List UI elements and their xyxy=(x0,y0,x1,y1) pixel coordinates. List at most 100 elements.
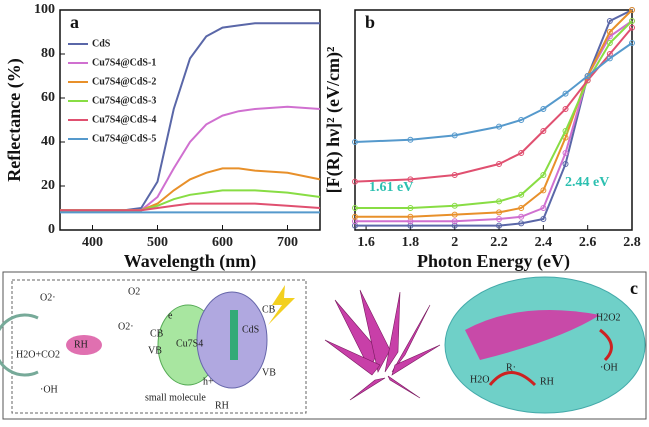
label: R· xyxy=(506,362,516,373)
plot-frame xyxy=(59,9,321,231)
label: CB xyxy=(262,304,276,315)
point xyxy=(629,40,635,46)
series-line xyxy=(355,9,633,218)
point xyxy=(352,205,358,211)
series-line xyxy=(355,9,633,227)
legend-label: Cu7S4@CdS-5 xyxy=(92,133,156,144)
y-tick-label: 0 xyxy=(48,222,55,237)
point xyxy=(407,213,414,220)
x-tick-label: 700 xyxy=(277,235,298,250)
panel-label: b xyxy=(365,12,375,32)
x-tick-label: 1.8 xyxy=(402,235,420,250)
x-tick-label: 400 xyxy=(82,235,103,250)
point xyxy=(629,18,635,24)
x-tick-label: 1.6 xyxy=(357,235,375,250)
label: H2O2 xyxy=(596,312,620,323)
mechanism-box xyxy=(11,279,307,414)
plot-frame xyxy=(354,9,633,231)
point xyxy=(407,136,414,143)
label: O2 xyxy=(128,286,140,297)
x-tick-label: 2.4 xyxy=(535,235,553,250)
point xyxy=(518,150,525,156)
x-tick-label: 2.6 xyxy=(579,235,597,250)
point xyxy=(562,128,569,134)
point xyxy=(584,73,591,79)
panel-label: a xyxy=(70,12,79,32)
x-axis-title: Wavelength (nm) xyxy=(124,251,257,272)
label: RH xyxy=(74,339,88,350)
label: VB xyxy=(262,367,276,378)
point xyxy=(451,172,458,178)
point xyxy=(407,218,414,225)
petal-slice xyxy=(465,310,600,360)
reaction-arrow xyxy=(488,371,537,387)
point xyxy=(407,176,414,183)
point xyxy=(606,18,613,24)
diagram-labels: O2· RH H2O+CO2 ·OH O2 O2· e CB VB Cu7S4 … xyxy=(16,286,620,411)
legend-label: CdS xyxy=(92,38,111,49)
point xyxy=(496,198,503,205)
point xyxy=(451,211,458,218)
point xyxy=(407,222,414,229)
label: ·OH xyxy=(40,384,58,395)
label: CdS xyxy=(242,324,259,335)
x-tick-label: 2.8 xyxy=(623,235,641,250)
point xyxy=(451,218,458,225)
label: H2O xyxy=(470,374,489,385)
label: small molecule xyxy=(145,392,206,403)
label: RH xyxy=(215,400,229,411)
label: H2O+CO2 xyxy=(16,349,60,360)
point xyxy=(451,202,458,209)
point xyxy=(562,90,569,97)
point xyxy=(352,218,358,225)
annotation: 1.61 eV xyxy=(369,180,413,195)
point xyxy=(352,139,358,145)
point xyxy=(518,220,525,227)
point xyxy=(540,128,547,134)
point xyxy=(518,205,525,211)
point xyxy=(606,55,613,62)
cycle-arrow xyxy=(0,313,39,377)
point xyxy=(451,222,458,229)
label: h+ xyxy=(203,376,214,387)
point xyxy=(606,29,613,35)
point xyxy=(629,7,635,13)
x-axis-title: Photon Energy (eV) xyxy=(417,251,570,272)
point xyxy=(496,222,503,229)
x-tick-label: 500 xyxy=(147,235,168,250)
y-tick-label: 40 xyxy=(41,134,55,149)
point xyxy=(540,187,547,194)
point xyxy=(518,117,525,123)
annotation: 2.44 eV xyxy=(565,175,609,190)
point xyxy=(518,191,525,198)
y-tick-label: 100 xyxy=(34,2,55,17)
panel-c-frame xyxy=(2,271,647,420)
point xyxy=(352,222,358,229)
point xyxy=(496,161,503,167)
y-tick-label: 20 xyxy=(41,178,55,193)
point xyxy=(518,213,525,220)
point xyxy=(562,106,569,112)
panel-label: c xyxy=(630,278,638,298)
label: CB xyxy=(150,328,164,339)
y-tick-label: 80 xyxy=(41,46,55,61)
light-bolt xyxy=(268,285,295,325)
series-line xyxy=(355,20,633,209)
point xyxy=(352,178,358,185)
x-tick-label: 2 xyxy=(451,235,458,250)
series-line xyxy=(354,42,633,143)
rh-blob xyxy=(66,335,102,355)
legend-label: Cu7S4@CdS-1 xyxy=(92,57,156,68)
legend-label: Cu7S4@CdS-3 xyxy=(92,95,156,106)
point xyxy=(629,24,635,31)
point xyxy=(606,40,613,46)
label: e xyxy=(168,310,173,321)
y-tick-label: 60 xyxy=(41,90,55,105)
point xyxy=(540,106,547,112)
point xyxy=(584,77,591,84)
x-tick-label: 2.2 xyxy=(490,235,508,250)
flower xyxy=(324,289,441,401)
point xyxy=(407,205,414,211)
label: ·OH xyxy=(600,362,618,373)
label: O2· xyxy=(40,292,56,303)
